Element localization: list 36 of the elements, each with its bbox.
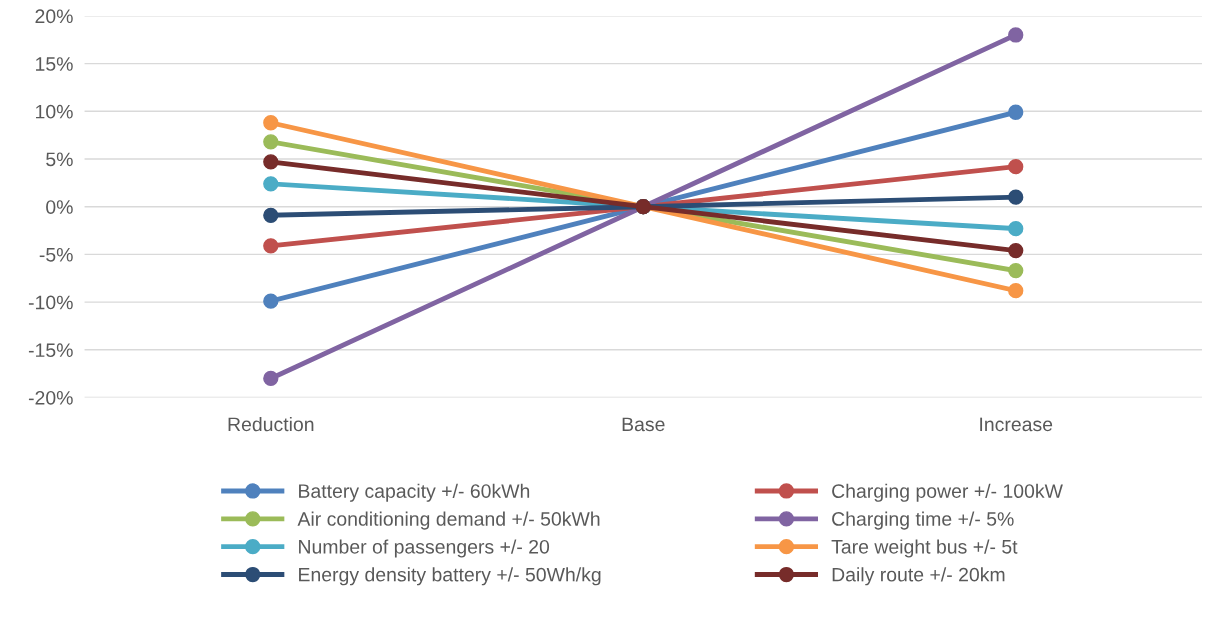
legend-label: Number of passengers +/- 20 xyxy=(299,539,550,558)
point xyxy=(263,370,279,387)
legend-label: Energy density battery +/- 50Wh/kg xyxy=(299,567,601,586)
legend-label: Daily route +/- 20km xyxy=(832,567,1005,586)
point xyxy=(1008,242,1024,259)
point xyxy=(263,154,279,170)
point xyxy=(263,293,279,309)
legend-label: Battery capacity +/- 60kWh xyxy=(299,483,530,502)
point xyxy=(263,115,279,131)
y-tick-label: 0% xyxy=(46,200,73,214)
legend-label: Air conditioning demand +/- 50kWh xyxy=(297,511,600,530)
x-tick-label: Increase xyxy=(980,417,1053,432)
x-tick-label: Base xyxy=(622,417,665,432)
point xyxy=(1008,104,1024,120)
point xyxy=(263,238,279,254)
y-tick-label: 15% xyxy=(36,57,73,71)
y-tick-label: -15% xyxy=(28,343,73,358)
point xyxy=(1008,27,1024,43)
point xyxy=(1008,283,1024,299)
legend-label: Charging power +/- 100kW xyxy=(832,483,1063,502)
legend-label: Charging time +/- 5% xyxy=(832,511,1014,530)
point xyxy=(263,207,279,223)
point xyxy=(1008,221,1024,237)
point xyxy=(1008,158,1024,175)
point xyxy=(1008,262,1024,279)
y-tick-label: 10% xyxy=(36,104,73,119)
y-tick-label: 20% xyxy=(35,9,73,24)
point xyxy=(1008,189,1024,205)
y-tick-label: -20% xyxy=(28,390,73,405)
point xyxy=(263,176,279,192)
x-tick-label: Reduction xyxy=(228,416,314,432)
point xyxy=(263,134,279,150)
y-tick-label: -5% xyxy=(39,247,73,262)
y-tick-label: -10% xyxy=(28,295,73,310)
legend-label: Tare weight bus +/- 5t xyxy=(831,539,1018,558)
y-tick-label: 5% xyxy=(46,152,73,167)
